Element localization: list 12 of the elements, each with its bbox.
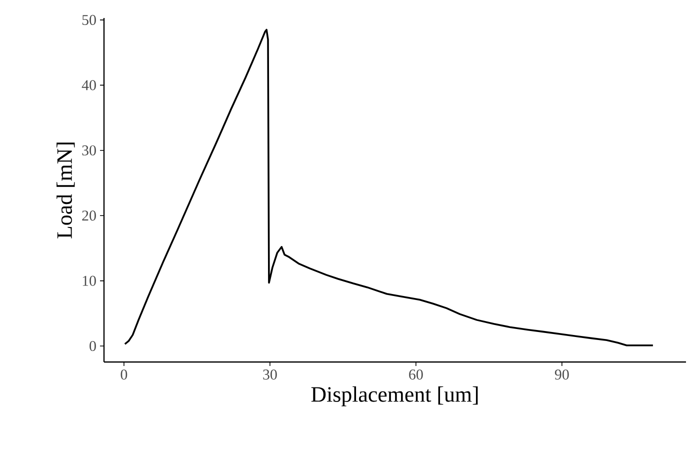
y-tick-label: 20 bbox=[82, 210, 96, 221]
x-tick-label: 0 bbox=[120, 370, 128, 380]
y-tick-label: 50 bbox=[82, 14, 96, 25]
y-tick-label: 30 bbox=[82, 145, 96, 156]
y-tick-label: 10 bbox=[82, 276, 96, 286]
y-tick-label: 40 bbox=[82, 80, 96, 90]
y-axis-title: Load [mN] bbox=[56, 142, 75, 238]
x-tick-label: 90 bbox=[554, 370, 569, 380]
x-axis-title: Displacement [um] bbox=[311, 386, 478, 406]
x-tick-label: 30 bbox=[263, 370, 277, 380]
y-tick-label: 0 bbox=[90, 340, 96, 352]
x-tick-label: 60 bbox=[409, 370, 423, 380]
